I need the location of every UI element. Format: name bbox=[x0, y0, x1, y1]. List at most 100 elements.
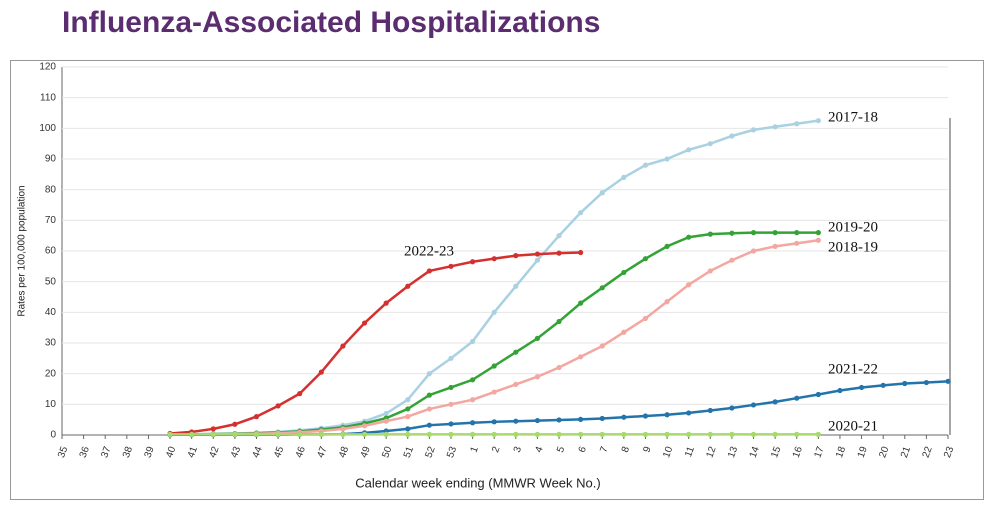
point bbox=[318, 431, 324, 437]
point bbox=[340, 431, 346, 437]
point bbox=[556, 233, 562, 239]
series-label: 2022-23 bbox=[404, 243, 454, 259]
point bbox=[750, 127, 757, 133]
point bbox=[599, 285, 605, 291]
chart-title: Influenza-Associated Hospitalizations bbox=[62, 6, 601, 39]
x-tick-label: 23 bbox=[942, 445, 956, 460]
point bbox=[513, 381, 519, 387]
point bbox=[534, 417, 541, 424]
x-tick-label: 37 bbox=[99, 445, 113, 460]
point bbox=[621, 269, 627, 276]
point bbox=[578, 249, 584, 256]
point bbox=[556, 318, 562, 325]
point bbox=[707, 407, 713, 414]
point bbox=[253, 414, 260, 420]
point bbox=[815, 230, 821, 236]
point bbox=[750, 402, 757, 408]
point bbox=[556, 250, 562, 256]
series-label: 2018-19 bbox=[828, 239, 878, 255]
point bbox=[405, 414, 411, 420]
point bbox=[707, 141, 713, 147]
x-tick-label: 36 bbox=[78, 445, 92, 460]
x-tick-label: 12 bbox=[704, 445, 718, 460]
x-tick-label: 14 bbox=[748, 445, 762, 460]
point bbox=[426, 392, 432, 398]
x-tick-label: 48 bbox=[337, 445, 351, 460]
point bbox=[491, 363, 497, 369]
point bbox=[945, 378, 951, 384]
point bbox=[642, 162, 649, 168]
x-tick-label: 19 bbox=[856, 445, 870, 460]
point bbox=[340, 426, 346, 432]
point bbox=[383, 300, 389, 306]
point bbox=[902, 380, 908, 387]
point bbox=[599, 343, 605, 349]
x-tick-label: 10 bbox=[661, 445, 675, 460]
point bbox=[621, 431, 627, 437]
point bbox=[729, 405, 735, 411]
y-tick-label: 20 bbox=[45, 368, 57, 379]
point bbox=[534, 335, 541, 341]
point bbox=[556, 364, 562, 371]
point bbox=[556, 417, 562, 423]
point bbox=[815, 431, 821, 437]
point bbox=[513, 253, 519, 259]
series-line bbox=[169, 251, 581, 435]
point bbox=[383, 431, 389, 437]
point bbox=[534, 257, 541, 263]
x-tick-label: 1 bbox=[469, 445, 481, 454]
point bbox=[232, 431, 238, 437]
point bbox=[729, 133, 735, 139]
series-label: 2019-20 bbox=[828, 219, 878, 235]
y-tick-label: 10 bbox=[45, 399, 57, 410]
series-label: 2021-22 bbox=[828, 361, 878, 377]
y-tick-label: 120 bbox=[39, 62, 56, 73]
point bbox=[253, 431, 260, 437]
x-tick-label: 15 bbox=[769, 445, 783, 460]
point bbox=[729, 230, 735, 236]
y-tick-label: 50 bbox=[45, 276, 57, 287]
point bbox=[210, 426, 216, 432]
y-tick-label: 80 bbox=[45, 184, 57, 195]
point bbox=[210, 431, 216, 437]
point bbox=[815, 118, 821, 124]
x-axis-label: Calendar week ending (MMWR Week No.) bbox=[355, 475, 600, 490]
point bbox=[469, 420, 476, 426]
point bbox=[556, 431, 562, 437]
x-tick-label: 13 bbox=[726, 445, 740, 460]
y-tick-label: 40 bbox=[45, 307, 57, 318]
x-tick-label: 40 bbox=[164, 445, 178, 460]
point bbox=[513, 349, 519, 355]
point bbox=[729, 257, 735, 263]
point bbox=[578, 416, 584, 422]
x-tick-label: 39 bbox=[143, 445, 157, 460]
point bbox=[642, 413, 649, 419]
point bbox=[621, 414, 627, 420]
point bbox=[275, 431, 281, 437]
x-tick-label: 52 bbox=[424, 445, 438, 460]
point bbox=[772, 124, 778, 130]
point bbox=[426, 371, 432, 377]
x-tick-label: 50 bbox=[380, 445, 394, 460]
y-tick-label: 60 bbox=[45, 246, 57, 257]
point bbox=[448, 431, 454, 437]
point bbox=[297, 431, 303, 437]
x-tick-label: 7 bbox=[598, 445, 610, 454]
point bbox=[448, 401, 454, 407]
point bbox=[534, 431, 541, 437]
point bbox=[318, 369, 324, 375]
x-tick-label: 41 bbox=[186, 445, 200, 460]
x-tick-label: 11 bbox=[683, 445, 697, 459]
point bbox=[686, 431, 692, 437]
point bbox=[491, 309, 497, 315]
point bbox=[621, 174, 627, 180]
x-tick-label: 18 bbox=[834, 445, 848, 460]
point bbox=[578, 354, 584, 360]
point bbox=[448, 421, 454, 427]
x-tick-label: 8 bbox=[620, 445, 632, 454]
point bbox=[534, 374, 541, 380]
x-tick-label: 17 bbox=[813, 445, 827, 460]
point bbox=[405, 406, 411, 412]
